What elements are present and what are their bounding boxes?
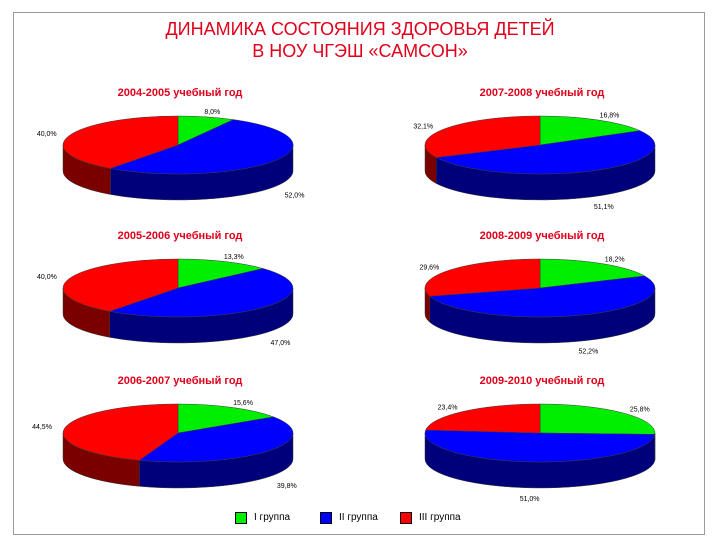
- slide-title-line-2: В НОУ ЧГЭШ «САМСОН»: [252, 41, 468, 61]
- pie-value-label: 13,3%: [224, 254, 244, 261]
- pie-chart: 2007-2008 учебный год 16,8% 51,1% 32,1%: [413, 87, 656, 211]
- pie-slice-group-2: [429, 275, 656, 318]
- legend-swatch-group-3: [400, 511, 412, 524]
- pie-slice-group-3: [62, 403, 179, 461]
- pie-value-label: 18,2%: [605, 256, 625, 263]
- pie-slice-group-1: [539, 403, 656, 435]
- pie-slice-group-2: [436, 130, 656, 175]
- pie-chart: 2005-2006 учебный год 13,3% 47,0% 40,0%: [37, 230, 294, 347]
- pie-chart: 2009-2010 учебный год 25,8% 51,0% 23,4%: [424, 375, 656, 503]
- pie-value-label: 39,8%: [277, 483, 297, 490]
- pie-value-label: 40,0%: [37, 131, 57, 138]
- pie-value-label: 52,0%: [285, 192, 305, 199]
- pie-slice-group-2: [139, 416, 294, 463]
- pie-chart-title: 2006-2007 учебный год: [118, 375, 243, 387]
- pie-value-label: 23,4%: [438, 405, 458, 412]
- legend-swatch-group-1: [235, 511, 247, 524]
- pie-slice-group-1: [539, 115, 641, 146]
- pie-slice-group-3: [62, 258, 179, 312]
- pie-chart-title: 2005-2006 учебный год: [118, 230, 243, 242]
- slide-title-line-1: ДИНАМИКА СОСТОЯНИЯ ЗДОРОВЬЯ ДЕТЕЙ: [165, 19, 555, 39]
- pie-chart-title: 2007-2008 учебный год: [480, 87, 605, 99]
- slide-frame: [13, 12, 705, 535]
- legend-item-group-3: III группа: [400, 511, 461, 524]
- pie-value-label: 51,1%: [594, 204, 614, 211]
- pie-value-label: 51,0%: [520, 496, 540, 503]
- pie-slice-group-3: [424, 115, 541, 158]
- pie-chart: 2004-2005 учебный год 8,0% 52,0% 40,0%: [37, 87, 305, 201]
- pie-value-label: 52,2%: [578, 349, 598, 356]
- pie-chart: 2008-2009 учебный год 18,2% 52,2% 29,6%: [419, 230, 656, 356]
- pie-value-label: 44,5%: [32, 424, 52, 431]
- pie-slice-group-2: [110, 119, 294, 175]
- pie-value-label: 40,0%: [37, 274, 57, 281]
- pie-value-label: 8,0%: [204, 109, 220, 116]
- legend-item-group-1: I группа: [235, 511, 290, 524]
- legend-label-group-2: II группа: [339, 512, 378, 523]
- legend-label-group-1: I группа: [254, 512, 291, 523]
- legend-label-group-3: III группа: [419, 512, 461, 523]
- pie-slice-group-2: [424, 429, 656, 463]
- pie-slice-group-1: [177, 258, 264, 289]
- pie-slice-group-1: [177, 403, 274, 434]
- legend-item-group-2: II группа: [320, 511, 378, 524]
- pie-value-label: 15,6%: [233, 400, 253, 407]
- pie-value-label: 29,6%: [419, 265, 439, 272]
- pie-value-label: 16,8%: [600, 113, 620, 120]
- pie-chart-title: 2004-2005 учебный год: [118, 87, 243, 99]
- pie-value-label: 32,1%: [413, 124, 433, 131]
- pie-value-label: 47,0%: [270, 340, 290, 347]
- legend-swatch-group-2: [320, 511, 332, 524]
- pie-chart-title: 2008-2009 учебный год: [480, 230, 605, 242]
- pie-chart: 2006-2007 учебный год 15,6% 39,8% 44,5%: [32, 375, 297, 490]
- pie-slice-group-2: [109, 268, 294, 318]
- pie-slice-group-1: [539, 258, 645, 289]
- pie-slice-group-3: [425, 403, 541, 434]
- pie-slice-group-3: [424, 258, 541, 297]
- pie-chart-title: 2009-2010 учебный год: [480, 375, 605, 387]
- pie-slice-group-3: [62, 115, 179, 169]
- pie-value-label: 25,8%: [630, 406, 650, 413]
